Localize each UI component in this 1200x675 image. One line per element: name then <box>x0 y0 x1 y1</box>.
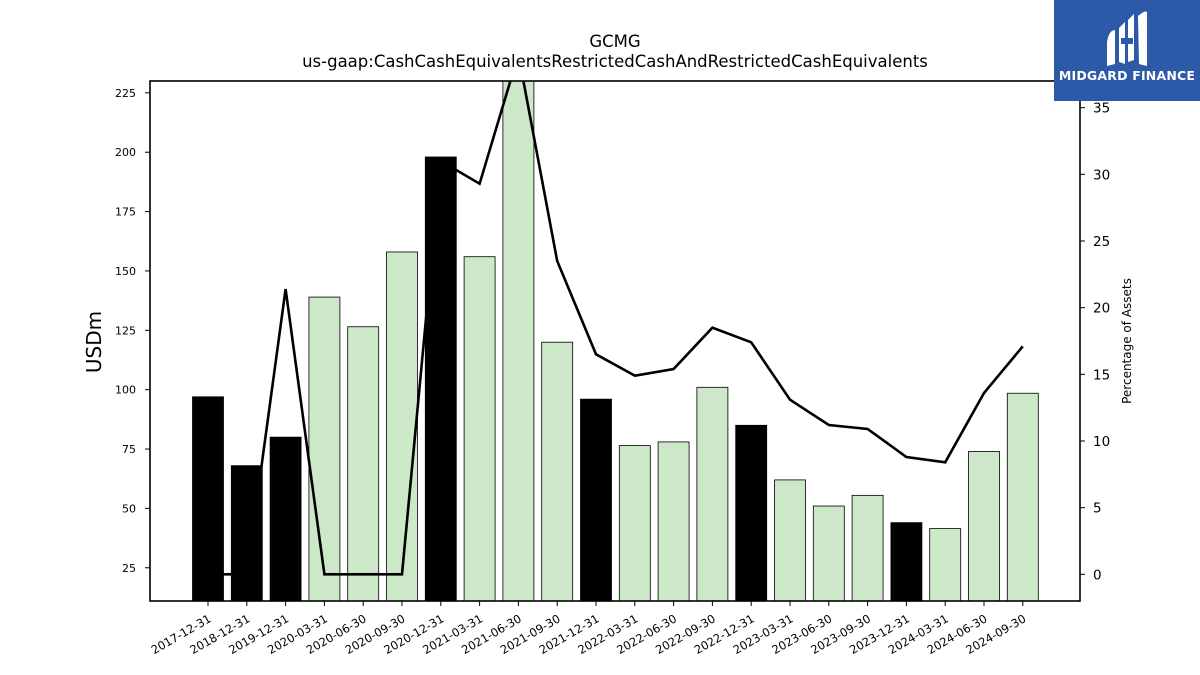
bar <box>851 494 884 601</box>
bars-layer <box>192 81 1039 601</box>
y2-tick-label: 25 <box>1093 234 1110 250</box>
bar <box>1006 392 1039 601</box>
bar <box>463 256 496 601</box>
bar <box>774 479 806 601</box>
bar <box>269 436 302 601</box>
midgard-finance-logo: MIDGARD FINANCE <box>1054 0 1200 101</box>
y2-tick-label: 20 <box>1093 301 1110 317</box>
y2-axis-label: Percentage of Assets <box>1120 278 1134 404</box>
bar <box>347 326 380 601</box>
y2-tick-label: 0 <box>1093 567 1102 583</box>
y-tick-label: 50 <box>122 502 136 515</box>
bar <box>192 396 224 601</box>
bar <box>618 445 651 601</box>
y2-tick-label: 10 <box>1093 434 1110 450</box>
y2-tick-label: 15 <box>1093 367 1110 383</box>
bar <box>696 386 729 601</box>
bar <box>230 465 263 601</box>
bar <box>502 81 535 601</box>
bar <box>386 251 418 601</box>
bar <box>580 398 612 601</box>
y-tick-label: 125 <box>115 324 136 337</box>
plot-frame <box>149 80 1081 602</box>
bar <box>812 505 845 601</box>
logo-mark-icon <box>1107 11 1147 66</box>
y-tick-label: 150 <box>115 265 136 278</box>
bar <box>424 156 457 601</box>
y2-tick-label: 5 <box>1093 501 1102 517</box>
y-tick-label: 25 <box>122 562 136 575</box>
y-tick-label: 225 <box>115 87 136 100</box>
y-tick-label: 200 <box>115 146 136 159</box>
y-tick-label: 175 <box>115 206 136 219</box>
bar <box>541 341 574 601</box>
chart-subtitle: us-gaap:CashCashEquivalentsRestrictedCas… <box>302 52 928 71</box>
logo-text: MIDGARD FINANCE <box>1058 68 1196 83</box>
bar <box>657 441 690 601</box>
bar <box>929 528 962 601</box>
bar <box>308 296 341 601</box>
y-tick-label: 100 <box>115 384 136 397</box>
y2-tick-label: 35 <box>1093 101 1110 117</box>
y-axis-label: USDm <box>82 311 106 373</box>
line-layer <box>208 81 1024 576</box>
percentage-line <box>208 81 1024 576</box>
y2-tick-label: 30 <box>1093 167 1110 183</box>
bar <box>735 424 768 601</box>
chart-title: GCMG <box>589 32 641 51</box>
bar <box>890 522 923 601</box>
y-tick-label: 75 <box>122 443 136 456</box>
bar <box>968 451 1000 601</box>
